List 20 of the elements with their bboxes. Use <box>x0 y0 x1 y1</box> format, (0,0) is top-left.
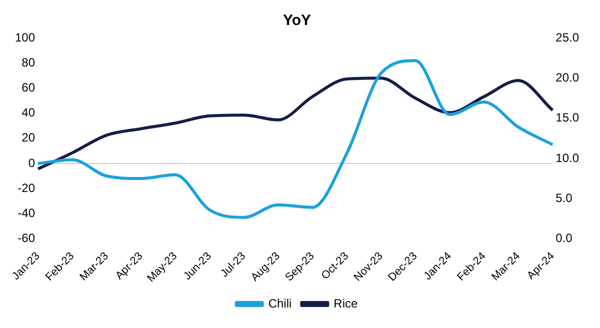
y-tick-label: 40 <box>22 106 36 120</box>
legend-label: Rice <box>334 296 358 310</box>
y-tick-label: -40 <box>18 206 36 220</box>
y2-tick-label: 25.0 <box>556 30 580 44</box>
y2-tick-label: 20.0 <box>556 70 580 84</box>
y-tick-label: 60 <box>22 80 36 94</box>
line-series <box>36 76 554 170</box>
chart-title: YoY <box>282 12 312 30</box>
y-tick-label: -20 <box>18 180 36 195</box>
y2-tick-label: 15.0 <box>556 110 580 125</box>
y-tick-label: -60 <box>18 231 36 246</box>
legend-label: Chili <box>268 296 292 310</box>
y-tick-label: 20 <box>22 130 36 145</box>
y2-tick-label: 10.0 <box>556 150 580 165</box>
y-tick-label: 100 <box>14 30 36 44</box>
y-tick-label: 80 <box>22 55 36 70</box>
y-tick-label: 0 <box>28 156 36 170</box>
line-series <box>36 59 554 219</box>
y2-tick-label: 0.0 <box>556 231 573 246</box>
y2-tick-label: 5.0 <box>556 190 573 205</box>
